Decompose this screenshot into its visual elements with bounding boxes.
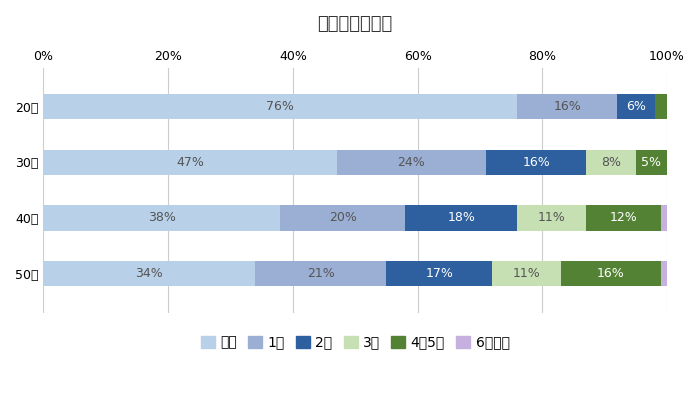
Text: 6%: 6% bbox=[626, 100, 646, 113]
Bar bbox=[517, 94, 617, 119]
Text: 21%: 21% bbox=[307, 267, 335, 280]
Text: 17%: 17% bbox=[426, 267, 454, 280]
Text: 12%: 12% bbox=[610, 212, 637, 224]
Title: 年代別転職回数: 年代別転職回数 bbox=[318, 15, 393, 33]
Bar bbox=[256, 261, 386, 286]
Text: 47%: 47% bbox=[176, 156, 204, 169]
Legend: なし, 1回, 2回, 3回, 4～5回, 6回以上: なし, 1回, 2回, 3回, 4～5回, 6回以上 bbox=[201, 336, 510, 350]
Text: 76%: 76% bbox=[267, 100, 294, 113]
Text: 16%: 16% bbox=[597, 267, 625, 280]
Bar bbox=[661, 261, 673, 286]
Bar bbox=[386, 261, 492, 286]
Bar bbox=[43, 94, 517, 119]
Bar bbox=[337, 150, 486, 175]
Text: 24%: 24% bbox=[398, 156, 425, 169]
Text: 20%: 20% bbox=[329, 212, 357, 224]
Text: 38%: 38% bbox=[148, 212, 176, 224]
Text: 34%: 34% bbox=[136, 267, 163, 280]
Bar bbox=[492, 261, 561, 286]
Bar bbox=[43, 150, 337, 175]
Bar bbox=[517, 206, 586, 230]
Text: 11%: 11% bbox=[513, 267, 540, 280]
Bar bbox=[661, 206, 667, 230]
Bar bbox=[654, 94, 667, 119]
Bar bbox=[617, 94, 654, 119]
Text: 18%: 18% bbox=[447, 212, 475, 224]
Bar bbox=[636, 150, 667, 175]
Bar bbox=[43, 261, 256, 286]
Bar bbox=[43, 206, 281, 230]
Text: 16%: 16% bbox=[522, 156, 550, 169]
Bar bbox=[281, 206, 405, 230]
Bar bbox=[405, 206, 517, 230]
Text: 11%: 11% bbox=[538, 212, 566, 224]
Bar bbox=[586, 206, 661, 230]
Bar bbox=[586, 150, 636, 175]
Text: 16%: 16% bbox=[554, 100, 581, 113]
Text: 8%: 8% bbox=[601, 156, 621, 169]
Text: 5%: 5% bbox=[641, 156, 662, 169]
Bar bbox=[486, 150, 586, 175]
Bar bbox=[561, 261, 661, 286]
